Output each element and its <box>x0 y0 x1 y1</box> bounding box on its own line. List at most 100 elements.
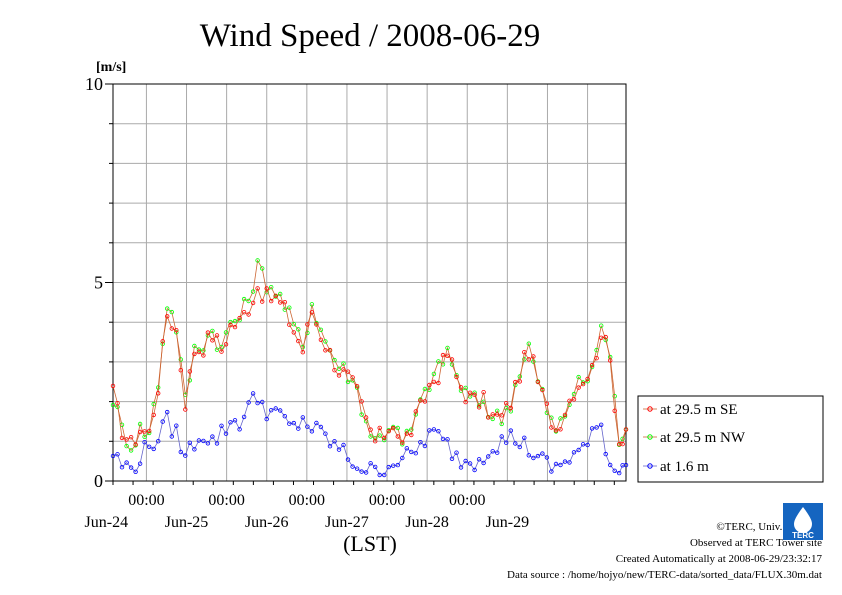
data-point <box>445 353 450 358</box>
data-point <box>273 293 278 298</box>
x-tick-time-label: 00:00 <box>128 492 164 509</box>
data-point <box>250 391 256 396</box>
data-point <box>620 436 625 441</box>
data-point <box>223 431 229 436</box>
data-point <box>309 429 315 434</box>
data-point <box>354 384 360 389</box>
data-point <box>264 416 269 422</box>
data-point <box>323 431 328 436</box>
data-point <box>309 302 315 307</box>
legend-label: at 1.6 m <box>660 459 709 475</box>
data-point <box>291 330 296 335</box>
data-point <box>436 429 441 434</box>
data-point <box>137 421 143 427</box>
data-point <box>373 464 378 470</box>
data-point <box>350 464 355 469</box>
data-point <box>409 449 414 455</box>
data-point <box>499 434 504 439</box>
data-point <box>115 401 120 406</box>
data-point <box>395 425 400 431</box>
y-tick-label: 10 <box>85 74 103 94</box>
data-point <box>246 298 251 304</box>
data-point <box>467 390 473 395</box>
data-point <box>373 439 378 444</box>
data-point <box>300 415 305 420</box>
x-tick-date-label: Jun-26 <box>245 514 289 531</box>
data-point <box>504 401 509 406</box>
data-point <box>576 447 581 453</box>
data-point <box>237 315 242 321</box>
data-point <box>531 455 536 461</box>
data-point <box>341 367 346 372</box>
data-point <box>287 305 292 310</box>
data-point <box>219 349 224 354</box>
data-point <box>413 409 418 414</box>
data-point <box>246 312 251 317</box>
data-point <box>400 455 405 461</box>
data-point <box>517 379 522 384</box>
data-point <box>323 339 328 344</box>
series-1 <box>110 258 629 453</box>
data-point <box>314 420 319 426</box>
data-point <box>332 368 337 373</box>
data-source-text: Data source : /home/hojyo/new/TERC-data/… <box>507 569 822 581</box>
data-point <box>178 368 183 373</box>
data-point <box>463 458 468 464</box>
data-point <box>522 435 527 440</box>
data-point <box>427 382 432 388</box>
data-point <box>571 450 577 455</box>
data-point <box>350 375 355 380</box>
data-point <box>341 442 346 448</box>
data-point <box>336 366 342 371</box>
data-point <box>558 427 563 432</box>
data-point <box>151 401 156 407</box>
data-point <box>187 440 192 445</box>
data-point <box>454 374 459 380</box>
data-point <box>260 399 265 405</box>
grid-lines <box>113 84 626 481</box>
data-point <box>201 438 206 444</box>
data-point <box>422 386 428 392</box>
data-point <box>151 412 156 418</box>
data-point <box>124 437 129 442</box>
data-point <box>436 359 441 364</box>
data-point <box>174 423 179 428</box>
data-point <box>169 309 174 315</box>
data-point <box>214 333 220 338</box>
data-point <box>449 456 455 461</box>
data-point <box>472 392 477 397</box>
data-point <box>359 399 364 404</box>
data-point <box>178 449 183 455</box>
data-point <box>526 341 531 346</box>
series-line <box>112 259 627 451</box>
data-point <box>404 428 409 434</box>
data-point <box>214 347 220 352</box>
observed-text: Observed at TERC Tower site <box>689 537 822 549</box>
data-point <box>363 415 369 420</box>
y-tick-label: 5 <box>94 273 103 293</box>
data-point <box>314 322 319 327</box>
data-point <box>201 353 206 358</box>
data-point <box>623 462 629 468</box>
terc-logo: TERC <box>783 503 823 540</box>
data-point <box>431 427 437 432</box>
data-point <box>490 412 495 417</box>
data-point <box>278 408 283 413</box>
data-point <box>454 450 459 455</box>
data-point <box>110 383 116 389</box>
data-point <box>128 435 134 440</box>
data-point <box>318 424 324 430</box>
data-point <box>476 405 482 410</box>
data-point <box>562 412 568 418</box>
data-point <box>368 427 373 432</box>
data-point <box>273 406 278 411</box>
data-point <box>404 446 409 451</box>
data-point <box>481 390 486 395</box>
data-point <box>576 385 581 390</box>
data-point <box>169 326 174 331</box>
data-point <box>187 369 192 374</box>
data-point <box>300 350 305 355</box>
data-point <box>458 385 464 390</box>
data-point <box>278 300 283 305</box>
data-point <box>395 434 400 439</box>
